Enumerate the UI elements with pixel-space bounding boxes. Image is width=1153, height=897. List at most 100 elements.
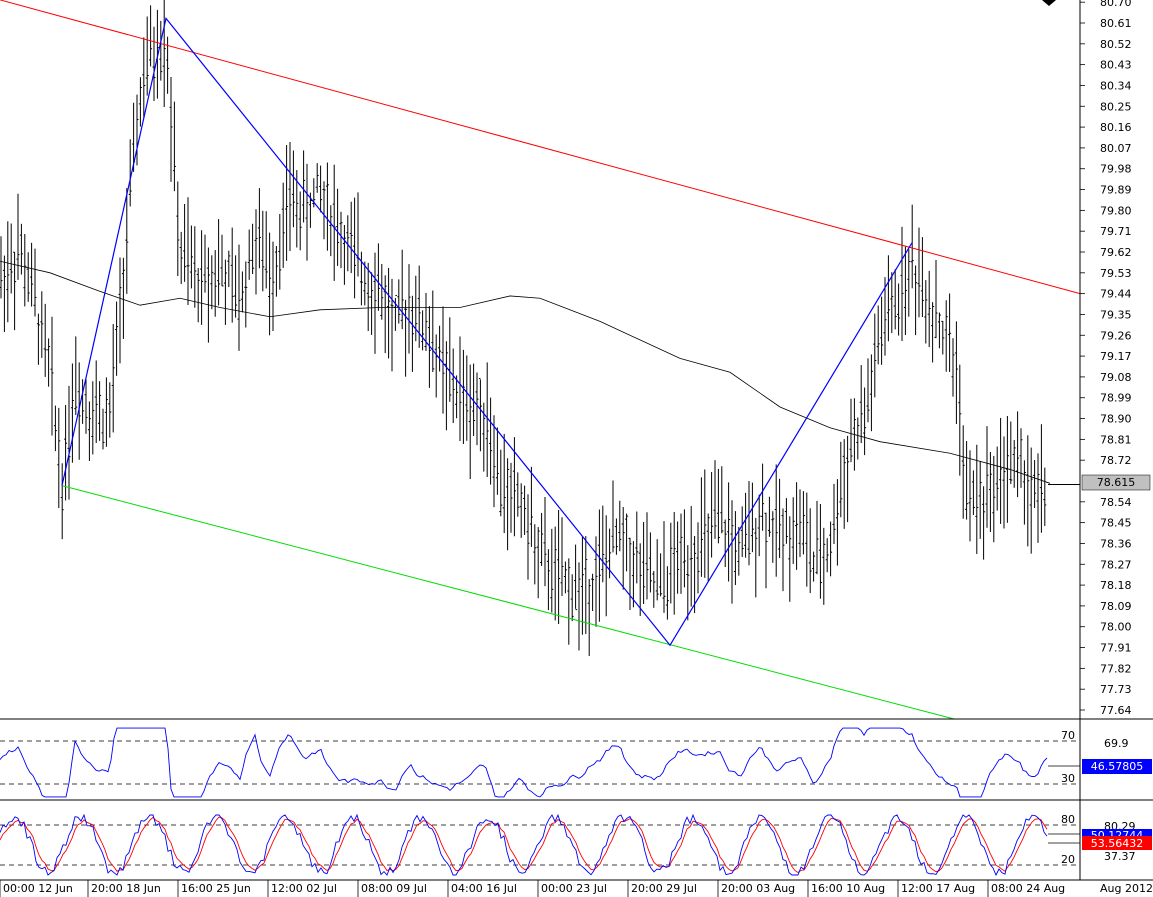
upper-channel-line[interactable] (0, 0, 1081, 295)
price-bar (716, 468, 720, 544)
price-bar (597, 509, 601, 622)
price-bar (1043, 467, 1047, 526)
price-bar (421, 310, 425, 351)
price-bar (679, 513, 683, 594)
price-bar (84, 379, 88, 434)
price-bar (924, 280, 928, 344)
price-bar (67, 385, 71, 500)
price-bar (475, 372, 479, 446)
price-bar (176, 181, 180, 277)
price-bar (499, 449, 503, 517)
price-bar (682, 509, 686, 588)
price-bar (50, 316, 54, 436)
y-tick-label: 80.07 (1100, 142, 1132, 155)
price-bar (693, 536, 697, 614)
price-bar (0, 236, 3, 299)
price-bar (727, 482, 731, 582)
price-bar (720, 466, 724, 534)
y-tick-label: 78.99 (1100, 392, 1132, 405)
price-bar (825, 538, 829, 573)
price-bar (529, 466, 533, 547)
x-tick-label: 12:00 02 Jul (271, 882, 337, 895)
price-bar (91, 381, 95, 455)
price-bar (839, 441, 843, 518)
price-bar (431, 290, 435, 372)
price-bar (329, 205, 333, 257)
lower-channel-line[interactable] (61, 485, 956, 720)
price-bar (784, 498, 788, 544)
price-bar (410, 295, 414, 372)
price-bar (866, 358, 870, 423)
price-bar (506, 458, 510, 551)
price-bar (502, 433, 506, 534)
price-bar (74, 336, 78, 416)
y-tick-label: 78.18 (1100, 579, 1132, 592)
zigzag-line[interactable] (61, 17, 913, 647)
price-bar (257, 188, 261, 269)
price-bar (703, 469, 707, 578)
price-bar (764, 512, 768, 589)
price-bar (288, 141, 292, 251)
price-bar (206, 247, 210, 343)
price-bar (404, 299, 408, 377)
price-bar (278, 213, 282, 290)
price-bar (2, 255, 6, 333)
price-bar (1039, 424, 1043, 533)
price-bar (87, 401, 91, 461)
price-bar (791, 497, 795, 564)
price-bar (353, 197, 357, 299)
price-bar (941, 320, 945, 355)
price-bar (747, 481, 751, 566)
price-bar (363, 261, 367, 306)
price-bar (907, 249, 911, 317)
price-bar (16, 193, 20, 280)
price-bar (1012, 440, 1016, 488)
price-bar (455, 375, 459, 419)
price-bar (60, 463, 64, 540)
y-tick-label: 78.45 (1100, 517, 1132, 530)
price-bar (659, 553, 663, 597)
price-bar (631, 541, 635, 608)
price-bar (638, 543, 642, 616)
price-bar (393, 295, 397, 331)
price-bar (383, 275, 387, 354)
down-arrow-icon (1042, 0, 1056, 6)
price-bar (788, 516, 792, 602)
price-bar (886, 255, 890, 342)
price-bar (648, 532, 652, 593)
x-tick-label: 20:00 29 Jul (631, 882, 697, 895)
price-bar (397, 279, 401, 324)
price-bar (975, 444, 979, 555)
current-price-label: 78.615 (1097, 476, 1136, 489)
price-bars (0, 0, 1047, 656)
price-bar (536, 527, 540, 599)
price-bar (240, 271, 244, 313)
price-bar (400, 249, 404, 330)
x-tick-label: 08:00 09 Jul (361, 882, 427, 895)
y-tick-label: 80.52 (1100, 38, 1132, 51)
price-bar (217, 219, 221, 306)
price-bar (733, 511, 737, 586)
price-bar (795, 482, 799, 570)
price-bar (1029, 447, 1033, 554)
price-bar (584, 536, 588, 635)
y-tick-label: 77.64 (1100, 704, 1132, 717)
price-bar (451, 348, 455, 424)
price-bar (744, 492, 748, 558)
price-bar (699, 477, 703, 577)
price-bar (869, 354, 873, 432)
time-axis: 00:00 12 Jun 20:00 18 Jun 16:00 25 Jun 12:0… (0, 880, 1065, 897)
x-tick-label: 08:00 24 Aug (991, 882, 1065, 895)
price-bar (295, 170, 299, 248)
price-bar (540, 512, 544, 566)
price-bar (587, 578, 591, 656)
rsi-panel: 70 30 69.9 46.57805 (0, 727, 1152, 798)
price-bar (645, 512, 649, 600)
y-tick-label: 79.80 (1100, 204, 1132, 217)
price-bar (145, 16, 149, 96)
price-bar (30, 242, 34, 307)
price-bar (689, 506, 693, 607)
price-bar (829, 521, 833, 577)
price-bar (196, 268, 200, 323)
